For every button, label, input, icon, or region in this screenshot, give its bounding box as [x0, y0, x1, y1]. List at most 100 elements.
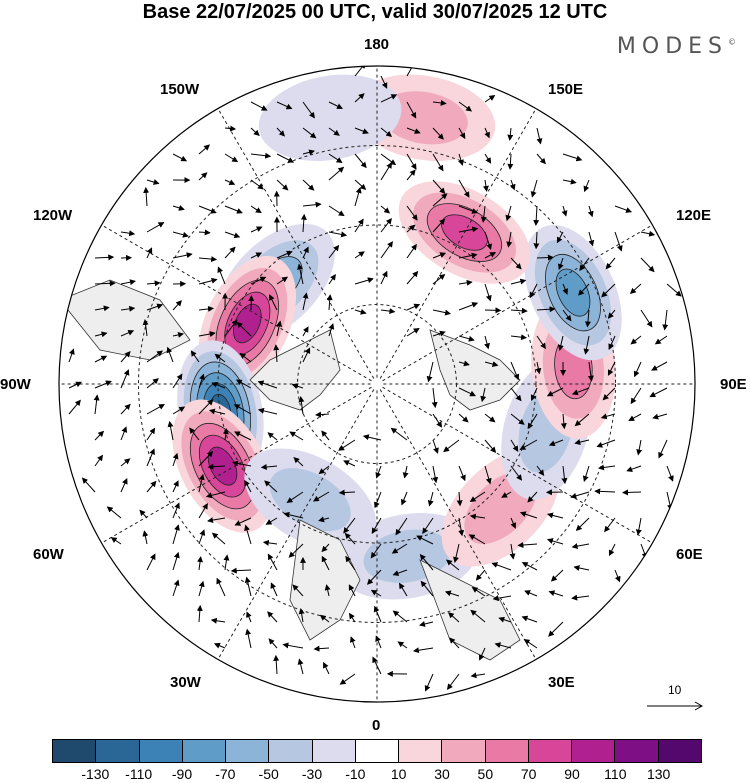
wind-vector — [416, 535, 434, 545]
wind-vector — [649, 387, 668, 398]
wind-vector — [509, 179, 516, 191]
modes-logo: MODES© — [617, 34, 736, 59]
wind-vector — [302, 246, 309, 259]
wind-vector — [94, 454, 104, 467]
wind-vector — [390, 427, 408, 441]
wind-vector — [546, 512, 564, 519]
wind-vector — [273, 654, 280, 675]
wind-vector — [524, 590, 538, 597]
wind-vector — [276, 276, 289, 285]
wind-vector — [198, 205, 217, 214]
wind-vector — [562, 283, 568, 295]
wind-vector — [198, 373, 205, 389]
map-boundary — [58, 65, 696, 703]
wind-vector — [172, 231, 189, 238]
wind-vector — [68, 348, 75, 363]
wind-vector — [81, 477, 96, 493]
wind-vector — [630, 387, 642, 405]
wind-vector — [509, 543, 516, 560]
anomaly-contour — [258, 74, 402, 162]
wind-vector — [419, 554, 434, 571]
wind-vector — [288, 543, 304, 558]
wind-vector — [412, 647, 434, 654]
wind-vector — [172, 502, 180, 519]
lon-label-60e: 60E — [676, 546, 703, 563]
wind-vector — [224, 231, 241, 239]
wind-vector — [362, 434, 382, 441]
wind-vector — [348, 612, 356, 623]
wind-vector — [422, 517, 434, 534]
colorbar-swatch — [615, 740, 659, 762]
wind-vector — [424, 673, 434, 692]
wind-vector — [302, 127, 317, 139]
wind-vector — [478, 647, 486, 661]
wind-vector — [374, 491, 382, 509]
colorbar-swatch — [226, 740, 270, 762]
wind-vector — [546, 387, 564, 397]
wind-vector — [319, 614, 330, 623]
wind-vector — [419, 621, 434, 627]
lon-label-120e: 120E — [676, 207, 712, 224]
wind-vector — [397, 641, 408, 649]
wind-vector — [198, 144, 211, 155]
wind-vector — [343, 517, 356, 534]
lon-label-180: 180 — [364, 36, 390, 53]
wind-vector — [458, 205, 479, 214]
colorbar-tick-label: 70 — [520, 766, 537, 782]
wind-vector — [561, 205, 568, 217]
wind-vector — [321, 430, 330, 441]
colorbar-tick-label: -30 — [301, 766, 323, 782]
wind-vector — [484, 283, 492, 302]
meridian — [382, 386, 653, 544]
colorbar-tick-label: -130 — [81, 766, 110, 782]
wind-vector — [432, 413, 443, 428]
wind-vector — [293, 457, 304, 467]
wind-vector — [146, 553, 156, 571]
wind-vector — [269, 294, 278, 311]
lon-label-90e: 90E — [720, 376, 747, 393]
wind-vector — [536, 335, 546, 350]
wind-vector — [458, 335, 475, 342]
wind-vector — [143, 186, 150, 207]
meridian — [101, 224, 372, 382]
wind-vector — [198, 229, 211, 236]
wind-vector — [264, 480, 278, 493]
wind-vector — [291, 383, 304, 389]
wind-vector — [510, 465, 523, 481]
wind-vector — [257, 407, 278, 415]
colorbar-tick-label: 110 — [604, 766, 627, 782]
wind-vector — [198, 529, 206, 545]
wind-vector — [302, 101, 315, 119]
wind-vector — [120, 230, 136, 237]
wind-vector — [470, 672, 486, 679]
wind-vector — [380, 270, 388, 285]
wind-vector — [120, 329, 135, 337]
wind-vector — [406, 169, 416, 181]
wind-vector — [276, 127, 285, 137]
wind-vector — [614, 231, 623, 252]
wind-vector — [406, 328, 420, 337]
wind-vector — [662, 309, 669, 331]
wind-vector — [494, 642, 512, 649]
wind-vector — [273, 344, 280, 363]
wind-vector — [607, 309, 616, 319]
wind-vector — [146, 427, 156, 441]
wind-vector — [380, 162, 393, 181]
wind-vector — [172, 524, 180, 545]
wind-vector — [250, 101, 268, 111]
colorbar-swatch — [269, 740, 313, 762]
wind-vector — [596, 439, 616, 448]
wind-vector — [571, 387, 590, 396]
wind-vector — [536, 465, 545, 476]
wind-vector — [601, 283, 616, 298]
wind-vector — [250, 226, 263, 233]
wind-vector — [571, 594, 590, 601]
wind-vector — [406, 270, 419, 285]
wind-vector — [562, 309, 572, 322]
wind-vector — [189, 427, 200, 441]
wind-vector — [471, 586, 486, 597]
lon-label-30w: 30W — [170, 674, 201, 691]
wind-vector — [354, 308, 367, 315]
wind-vector — [574, 439, 590, 446]
wind-vector — [213, 642, 226, 649]
